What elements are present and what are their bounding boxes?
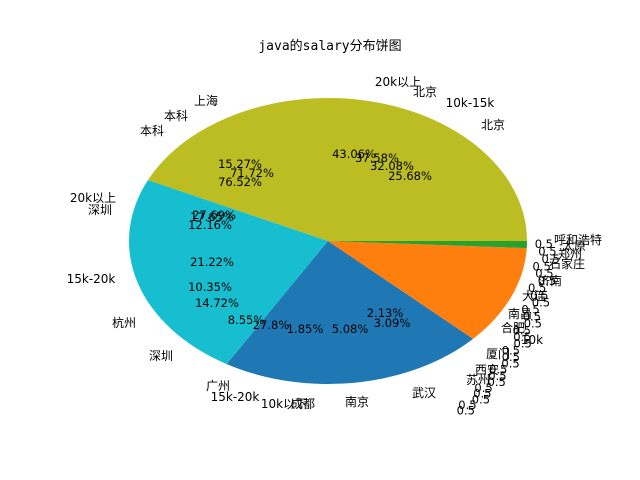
overlap-tick-label: 0.5 [457,403,475,417]
slice-percent-label: 8.55% [228,313,265,327]
slice-category-label: 大连 [522,288,546,303]
slice-category-label: 广州 [206,379,230,393]
overlap-tick-label: 0.5 [533,259,551,273]
overlap-tick-label: 0.5 [530,288,548,302]
overlap-tick-label: 0.5 [472,392,490,406]
overlap-tick-label: 0.5 [501,356,519,370]
slice-category-label: 本科 [140,124,164,138]
slice-category-label: 深圳 [149,349,173,363]
pie-slice [128,180,328,365]
slice-percent-label: 76.52% [218,175,262,189]
slice-category-label: 西安 [475,362,499,377]
slice-category-label: 10k-15k [446,96,495,110]
slice-category-label: 20k以上 [375,75,421,89]
slice-category-label: 北京 [413,85,437,99]
overlap-tick-label: 0.5 [502,343,520,357]
slice-percent-label: 37.58% [355,151,399,165]
overlap-tick-label: 0.5 [513,323,531,337]
pie-slice [328,241,527,339]
slice-category-label: 10k以下 [261,397,307,411]
slice-category-label: 苏州 [466,373,490,387]
pie-percent-labels: 43.06%37.58%32.08%25.68% 15.27%71.72%76.5… [188,147,432,336]
overlap-tick-label: 0.5 [514,337,532,351]
pie-slice [147,98,527,241]
slice-category-label: 10k [521,333,543,347]
overlap-tick-label: 0.5 [532,295,550,309]
slice-percent-label: 27.8% [253,318,290,332]
slice-percent-label: 14.72% [195,296,239,310]
slice-category-label: 15k-20k [211,390,260,404]
slice-percent-label: 1.85% [287,322,324,336]
overlap-tick-label: 0.5 [488,369,506,383]
slice-percent-label: 17.65% [190,210,234,224]
pie-leader-ticks: 0.50.50.50.50.50.50.50.50.50.50.50.50.50… [457,237,560,417]
slice-category-label: 南京 [345,394,369,409]
overlap-tick-label: 0.5 [502,350,520,364]
slice-category-label: 合肥 [501,320,525,335]
slice-percent-label: 12.16% [188,218,232,232]
slice-category-label: 杭州 [112,315,136,330]
pie-slices [128,98,527,385]
overlap-tick-label: 0.5 [535,267,553,281]
slice-percent-label: 10.35% [188,280,232,294]
slice-category-label: 20k以上 [70,191,116,205]
overlap-tick-label: 0.5 [528,281,546,295]
overlap-tick-label: 0.5 [524,316,542,330]
overlap-tick-label: 0.5 [542,252,560,266]
slice-percent-label: 3.09% [374,316,411,330]
slice-category-label: 太原 [562,238,586,253]
slice-percent-label: 2.13% [367,306,404,320]
slice-percent-label: 5.08% [332,322,369,336]
overlap-tick-label: 0.5 [538,245,556,259]
overlap-tick-label: 0.5 [538,274,556,288]
slice-category-label: 呼和浩特 [554,232,602,247]
slice-percent-label: 25.68% [388,169,432,183]
slice-percent-label: 27.69% [192,208,236,222]
slice-percent-label: 32.08% [370,159,414,173]
overlap-tick-label: 0.5 [513,330,531,344]
slice-category-label: 15k-20k [67,272,116,286]
slice-category-label: 深圳 [88,203,112,217]
chart-title: java的salary分布饼图 [258,38,401,54]
slice-category-label: 南昌 [508,306,532,321]
overlap-tick-label: 0.5 [458,398,476,412]
overlap-tick-label: 0.5 [523,310,541,324]
slice-category-label: 本科 [164,109,188,123]
slice-category-label: 北京 [481,118,505,132]
pie-slice [226,241,474,385]
overlap-tick-label: 0.5 [473,387,491,401]
slice-percent-label: 71.72% [230,166,274,180]
pie-outer-labels: 20k以上北京10k-15k北京上海本科本科20k以上深圳15k-20k杭州深圳… [67,75,602,411]
overlap-tick-label: 0.5 [474,381,492,395]
overlap-tick-label: 0.5 [521,303,539,317]
slice-percent-label: 43.06% [332,147,376,161]
slice-category-label: 上海 [194,93,218,108]
slice-category-label: 济南 [538,273,562,288]
slice-category-label: 成都 [291,397,315,411]
overlap-tick-label: 0.5 [489,363,507,377]
slice-category-label: 石家庄 [549,256,585,271]
overlap-tick-label: 0.5 [488,375,506,389]
slice-category-label: 郑州 [558,246,582,261]
overlap-tick-label: 0.5 [535,237,553,251]
slice-category-label: 厦门 [486,346,510,361]
slice-percent-label: 21.22% [190,255,234,269]
pie-slice [328,241,527,249]
slice-category-label: 武汉 [412,386,436,400]
slice-percent-label: 15.27% [218,157,262,171]
